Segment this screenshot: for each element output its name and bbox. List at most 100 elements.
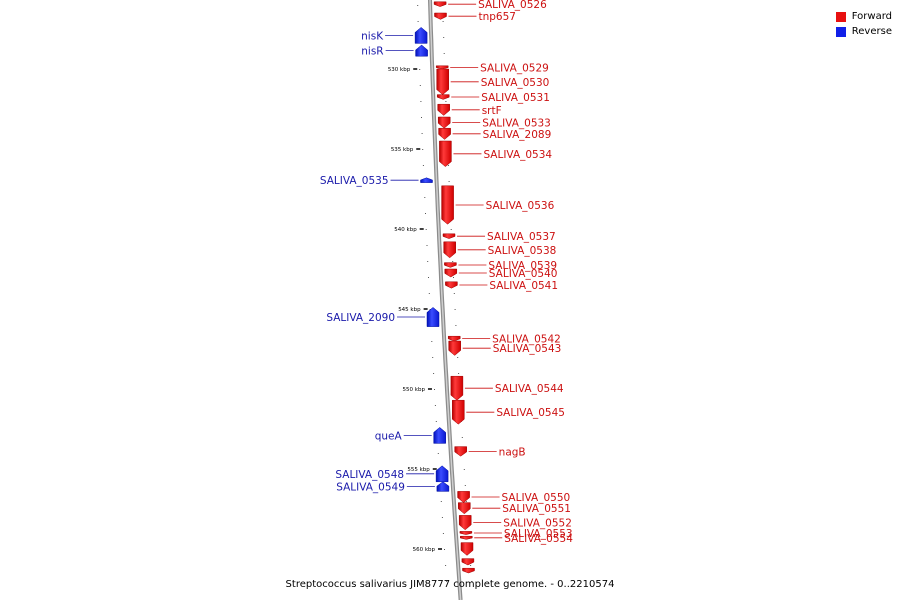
legend-reverse-label: Reverse	[851, 26, 892, 37]
gene-label: SALIVA_0539	[488, 260, 557, 272]
minor-tick-left	[444, 549, 445, 550]
gene-label: queA	[375, 430, 403, 442]
gene-label: nisK	[361, 30, 384, 42]
legend: Forward Reverse	[835, 9, 892, 39]
forward-gene-arrow	[458, 502, 471, 515]
minor-tick-left	[428, 277, 429, 278]
minor-tick-left	[442, 533, 444, 534]
gene-label: SALIVA_0543	[493, 343, 562, 355]
forward-gene-arrow	[444, 262, 457, 268]
minor-tick-left	[434, 389, 435, 390]
minor-tick-left	[434, 405, 436, 406]
reverse-gene-arrow	[435, 465, 449, 483]
minor-tick-right	[471, 581, 473, 582]
minor-tick-left	[435, 421, 437, 422]
tick-label: 545 kbp	[398, 307, 421, 313]
minor-tick-right	[443, 53, 445, 54]
minor-tick-right	[450, 229, 452, 230]
gene-label: SALIVA_0545	[496, 407, 565, 419]
reverse-gene-arrow	[420, 177, 433, 183]
minor-tick-left	[419, 85, 421, 86]
minor-tick-left	[446, 581, 448, 582]
minor-tick-right	[464, 485, 466, 486]
legend-forward-label: Forward	[851, 11, 892, 22]
minor-tick-right	[461, 437, 463, 438]
gene-label: SALIVA_0535	[320, 175, 389, 187]
reverse-gene-arrow	[436, 481, 450, 492]
forward-gene-arrow	[444, 268, 458, 278]
minor-tick-left	[431, 341, 433, 342]
minor-tick-left	[421, 133, 423, 134]
forward-gene-arrow	[460, 535, 473, 540]
minor-tick-left	[424, 197, 426, 198]
minor-tick-left	[433, 373, 435, 374]
tick-label: 540 kbp	[394, 227, 417, 233]
minor-tick-left	[422, 165, 424, 166]
gene-label: SALIVA_0548	[335, 469, 404, 481]
reverse-swatch	[835, 26, 846, 37]
minor-tick-right	[447, 165, 449, 166]
minor-tick-right	[453, 277, 454, 278]
minor-tick-right	[445, 101, 447, 102]
minor-tick-left	[422, 149, 424, 150]
gene-label: SALIVA_0529	[480, 62, 549, 74]
gene-label: SALIVA_0533	[482, 118, 551, 130]
forward-gene-arrow	[438, 127, 451, 140]
forward-gene-arrow	[448, 340, 461, 356]
forward-gene-arrow	[445, 281, 458, 289]
minor-tick-right	[463, 469, 465, 470]
gene-label: nisR	[361, 46, 383, 58]
gene-label: SALIVA_0531	[481, 92, 550, 104]
gene-label: SALIVA_0526	[478, 0, 547, 11]
gene-label: SALIVA_0554	[504, 533, 573, 545]
reverse-gene-arrow	[415, 44, 428, 57]
gene-label: SALIVA_2090	[326, 312, 395, 324]
minor-tick-left	[426, 245, 428, 246]
minor-tick-right	[470, 565, 472, 566]
forward-gene-arrow	[462, 567, 475, 574]
forward-gene-arrow	[436, 68, 449, 95]
forward-gene-arrow	[443, 241, 456, 259]
minor-tick-left	[420, 101, 422, 102]
gene-label: nagB	[499, 446, 526, 458]
minor-tick-right	[454, 309, 456, 310]
minor-tick-right	[448, 181, 450, 182]
forward-gene-arrow	[434, 12, 447, 20]
minor-tick-right	[457, 357, 459, 358]
forward-gene-arrow	[437, 116, 451, 129]
gene-label: SALIVA_0534	[483, 149, 552, 161]
reverse-gene-arrow	[426, 307, 440, 327]
tick-label: 550 kbp	[403, 387, 426, 393]
minor-tick-right	[453, 293, 455, 294]
forward-gene-arrow	[460, 542, 474, 556]
minor-tick-right	[465, 501, 467, 502]
forward-swatch	[835, 11, 846, 22]
forward-gene-arrow	[433, 1, 447, 7]
reverse-gene-arrow	[433, 427, 446, 444]
gene-label: SALIVA_0530	[481, 77, 550, 89]
forward-gene-arrow	[458, 515, 472, 531]
minor-tick-left	[421, 117, 422, 118]
minor-tick-left	[432, 357, 434, 358]
minor-tick-right	[443, 37, 445, 38]
tick-label: 560 kbp	[413, 547, 436, 553]
minor-tick-left	[441, 517, 443, 518]
forward-gene-arrow	[441, 185, 454, 225]
legend-forward: Forward	[835, 9, 892, 24]
forward-gene-arrow	[459, 531, 473, 535]
legend-reverse: Reverse	[835, 24, 892, 39]
gene-label: SALIVA_0552	[503, 518, 572, 530]
minor-tick-left	[419, 69, 421, 70]
gene-label: SALIVA_0549	[336, 482, 405, 494]
forward-gene-arrow	[435, 65, 449, 70]
gene-label: SALIVA_0553	[504, 528, 573, 540]
minor-tick-right	[458, 373, 460, 374]
gene-label: SALIVA_0536	[486, 200, 555, 212]
gene-label: SALIVA_0538	[488, 245, 557, 257]
forward-gene-arrow	[461, 558, 475, 566]
forward-gene-arrow	[442, 233, 456, 239]
minor-tick-left	[425, 213, 426, 214]
forward-gene-arrow	[450, 375, 464, 401]
gene-label: SALIVA_2089	[483, 129, 552, 141]
minor-tick-left	[445, 565, 447, 566]
